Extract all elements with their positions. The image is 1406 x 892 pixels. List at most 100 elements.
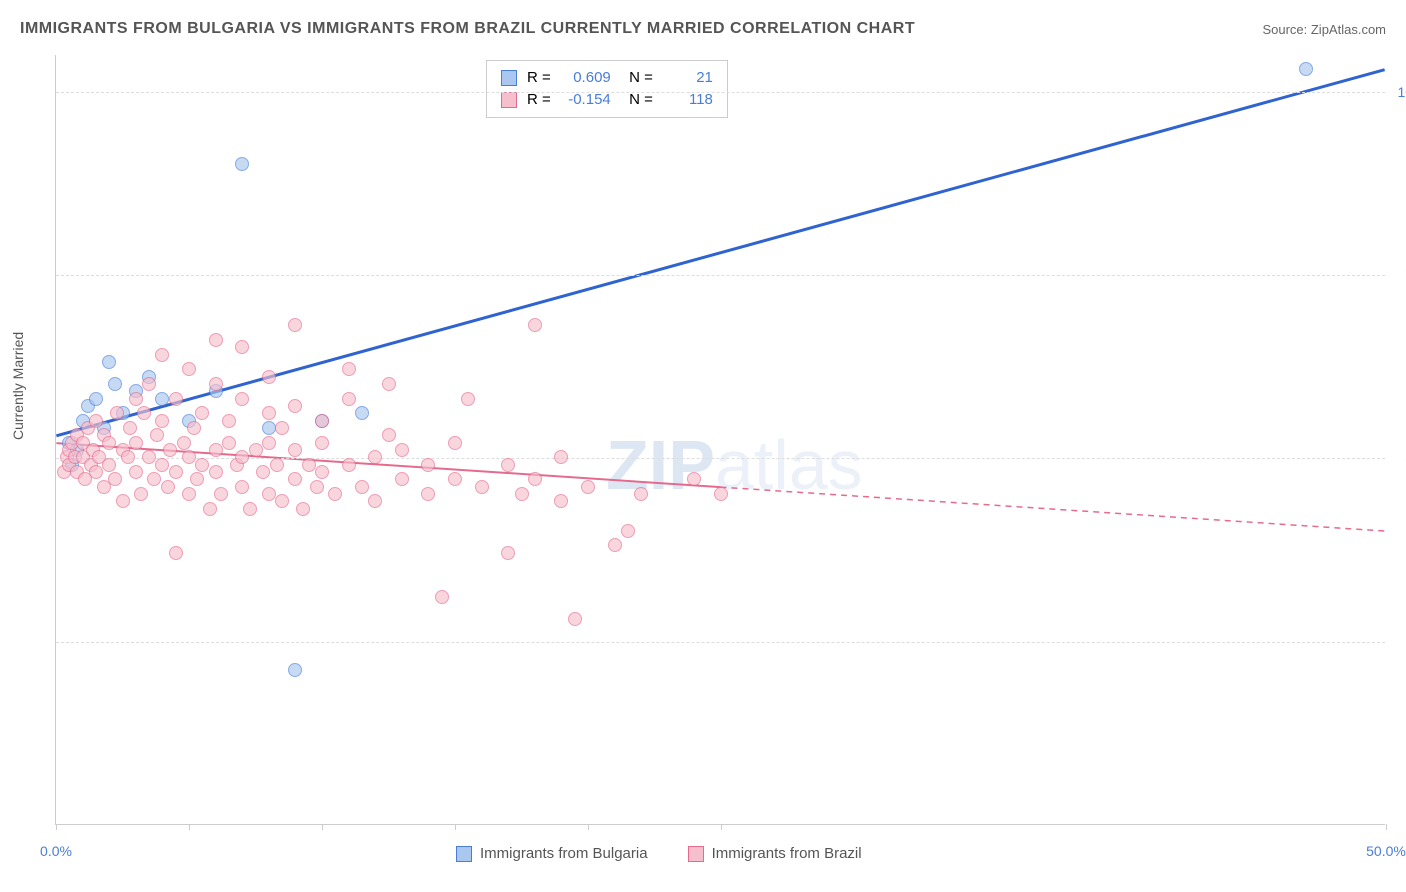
data-point xyxy=(209,377,223,391)
data-point xyxy=(310,480,324,494)
data-point xyxy=(214,487,228,501)
xtick-label: 0.0% xyxy=(40,843,72,859)
data-point xyxy=(129,436,143,450)
data-point xyxy=(315,436,329,450)
swatch-bulgaria xyxy=(501,70,517,86)
data-point xyxy=(110,406,124,420)
data-point xyxy=(155,414,169,428)
data-point xyxy=(195,458,209,472)
gridline xyxy=(56,458,1385,459)
data-point xyxy=(262,487,276,501)
data-point xyxy=(142,450,156,464)
data-point xyxy=(262,436,276,450)
bottom-legend: Immigrants from Bulgaria Immigrants from… xyxy=(456,845,862,862)
data-point xyxy=(288,399,302,413)
data-point xyxy=(501,546,515,560)
trend-lines-svg xyxy=(56,55,1385,824)
data-point xyxy=(108,472,122,486)
watermark-bold: ZIP xyxy=(606,426,715,504)
data-point xyxy=(342,392,356,406)
data-point xyxy=(134,487,148,501)
data-point xyxy=(581,480,595,494)
data-point xyxy=(461,392,475,406)
data-point xyxy=(222,436,236,450)
data-point xyxy=(182,487,196,501)
data-point xyxy=(475,480,489,494)
data-point xyxy=(501,458,515,472)
data-point xyxy=(169,546,183,560)
data-point xyxy=(108,377,122,391)
data-point xyxy=(621,524,635,538)
xtick xyxy=(56,824,57,830)
swatch-brazil xyxy=(501,92,517,108)
data-point xyxy=(262,370,276,384)
data-point xyxy=(288,318,302,332)
data-point xyxy=(187,421,201,435)
gridline xyxy=(56,275,1385,276)
data-point xyxy=(262,421,276,435)
data-point xyxy=(328,487,342,501)
stats-row-bulgaria: R = 0.609 N = 21 xyxy=(501,67,713,89)
xtick xyxy=(189,824,190,830)
data-point xyxy=(123,421,137,435)
data-point xyxy=(137,406,151,420)
data-point xyxy=(342,362,356,376)
xtick xyxy=(322,824,323,830)
legend-label-brazil: Immigrants from Brazil xyxy=(712,845,862,862)
stat-n-label: N = xyxy=(621,67,653,89)
data-point xyxy=(275,421,289,435)
data-point xyxy=(235,340,249,354)
data-point xyxy=(195,406,209,420)
data-point xyxy=(448,472,462,486)
data-point xyxy=(554,450,568,464)
swatch-brazil-legend xyxy=(688,846,704,862)
gridline xyxy=(56,92,1385,93)
data-point xyxy=(182,450,196,464)
data-point xyxy=(129,392,143,406)
data-point xyxy=(395,472,409,486)
data-point xyxy=(608,538,622,552)
stat-r-label: R = xyxy=(527,67,551,89)
data-point xyxy=(368,450,382,464)
data-point xyxy=(129,465,143,479)
data-point xyxy=(102,355,116,369)
data-point xyxy=(342,458,356,472)
data-point xyxy=(448,436,462,450)
gridline xyxy=(56,642,1385,643)
stats-legend-box: R = 0.609 N = 21 R = -0.154 N = 118 xyxy=(486,60,728,118)
data-point xyxy=(155,458,169,472)
data-point xyxy=(235,450,249,464)
data-point xyxy=(634,487,648,501)
data-point xyxy=(182,362,196,376)
legend-item-brazil: Immigrants from Brazil xyxy=(688,845,862,862)
data-point xyxy=(296,502,310,516)
data-point xyxy=(270,458,284,472)
stat-n-bulgaria: 21 xyxy=(663,67,713,89)
xtick-label: 50.0% xyxy=(1366,843,1406,859)
data-point xyxy=(288,443,302,457)
data-point xyxy=(355,406,369,420)
data-point xyxy=(222,414,236,428)
data-point xyxy=(209,333,223,347)
data-point xyxy=(435,590,449,604)
y-axis-label: Currently Married xyxy=(10,332,26,440)
data-point xyxy=(102,458,116,472)
data-point xyxy=(116,494,130,508)
data-point xyxy=(256,465,270,479)
legend-label-bulgaria: Immigrants from Bulgaria xyxy=(480,845,648,862)
data-point xyxy=(382,377,396,391)
data-point xyxy=(315,465,329,479)
xtick xyxy=(455,824,456,830)
data-point xyxy=(355,480,369,494)
data-point xyxy=(147,472,161,486)
data-point xyxy=(89,465,103,479)
data-point xyxy=(262,406,276,420)
data-point xyxy=(249,443,263,457)
data-point xyxy=(568,612,582,626)
ytick-label: 100.0% xyxy=(1398,84,1406,100)
xtick xyxy=(588,824,589,830)
data-point xyxy=(155,348,169,362)
data-point xyxy=(89,414,103,428)
data-point xyxy=(177,436,191,450)
data-point xyxy=(302,458,316,472)
